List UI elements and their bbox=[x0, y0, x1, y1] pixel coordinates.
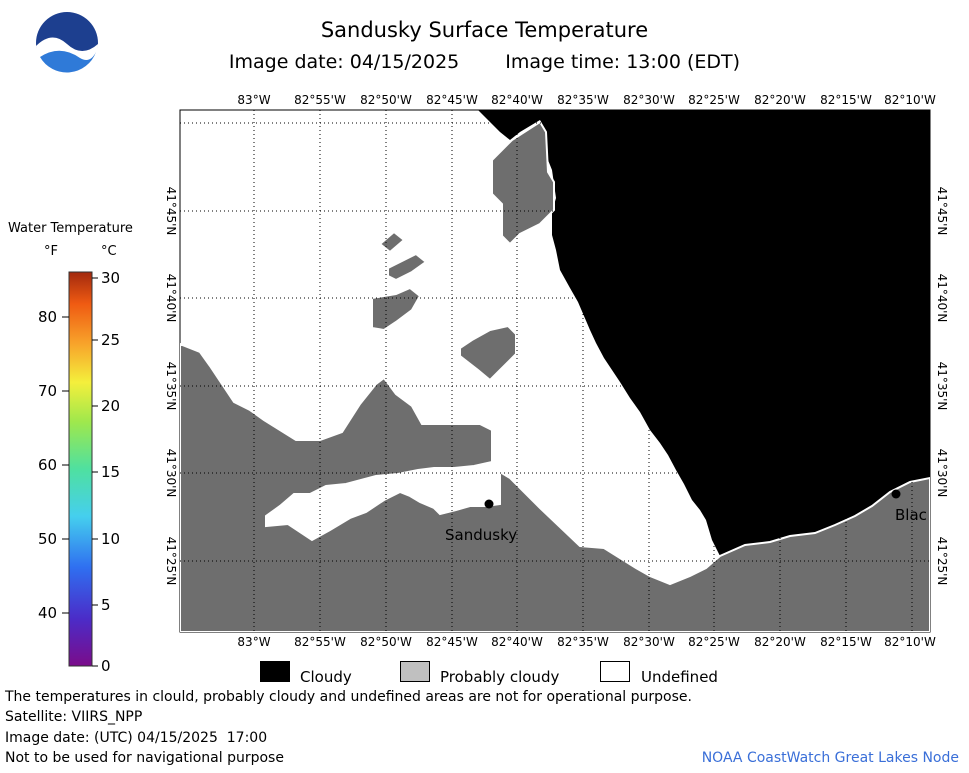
legend-label-probably-cloudy: Probably cloudy bbox=[440, 668, 560, 686]
footer-utc-date: Image date: (UTC) 04/15/2025 17:00 bbox=[5, 730, 268, 746]
colorbar-c-label: 0 bbox=[101, 657, 111, 675]
image-time: Image time: 13:00 (EDT) bbox=[505, 51, 741, 73]
footer-credit: NOAA CoastWatch Great Lakes Node bbox=[701, 750, 959, 766]
colorbar-c-label: 5 bbox=[101, 596, 111, 614]
legend-swatch-cloudy bbox=[260, 661, 290, 682]
lon-label-bottom: 83°W bbox=[237, 635, 271, 649]
lat-label-left: 41°35'N bbox=[164, 361, 178, 411]
colorbar bbox=[68, 271, 93, 667]
cloud-patch-north bbox=[491, 120, 555, 246]
colorbar-title: Water Temperature bbox=[8, 221, 133, 236]
lon-label-top: 82°35'W bbox=[557, 93, 609, 107]
legend-label-cloudy: Cloudy bbox=[300, 668, 352, 686]
lon-label-top: 82°25'W bbox=[688, 93, 740, 107]
blac-marker bbox=[891, 489, 901, 499]
colorbar-f-label: 80 bbox=[38, 308, 58, 326]
lat-label-left: 41°45'N bbox=[164, 186, 178, 236]
lat-label-left: 41°40'N bbox=[164, 273, 178, 323]
cloud-patch-small-2 bbox=[387, 252, 428, 282]
lon-label-bottom: 82°50'W bbox=[360, 635, 412, 649]
lon-label-bottom: 82°30'W bbox=[623, 635, 675, 649]
city-label-sandusky: Sandusky bbox=[445, 526, 518, 544]
colorbar-ticks bbox=[62, 277, 98, 667]
lat-label-right: 41°45'N bbox=[935, 186, 949, 236]
colorbar-c-label: 20 bbox=[101, 397, 121, 415]
footer-note: The temperatures in clould, probably clo… bbox=[5, 689, 692, 705]
image-datetime: Image date: 04/15/2025 Image time: 13:00… bbox=[0, 51, 969, 73]
lat-label-left: 41°30'N bbox=[164, 448, 178, 498]
footer-nav-warning: Not to be used for navigational purpose bbox=[5, 750, 284, 766]
lon-label-bottom: 82°25'W bbox=[688, 635, 740, 649]
unit-fahrenheit: °F bbox=[44, 244, 58, 259]
graticule bbox=[180, 110, 930, 632]
lon-label-top: 82°30'W bbox=[623, 93, 675, 107]
lat-label-right: 41°30'N bbox=[935, 448, 949, 498]
colorbar-f-label: 70 bbox=[38, 382, 58, 400]
colorbar-c-label: 30 bbox=[101, 269, 121, 287]
lon-label-bottom: 82°45'W bbox=[426, 635, 478, 649]
lon-label-bottom: 82°55'W bbox=[294, 635, 346, 649]
lat-label-left: 41°25'N bbox=[164, 536, 178, 586]
legend-swatch-probably-cloudy bbox=[400, 661, 430, 682]
unit-celsius: °C bbox=[101, 244, 117, 259]
lon-label-top: 82°10'W bbox=[884, 93, 936, 107]
lat-label-right: 41°35'N bbox=[935, 361, 949, 411]
lon-label-top: 82°15'W bbox=[820, 93, 872, 107]
legend-label-undefined: Undefined bbox=[641, 668, 718, 686]
legend-swatch-undefined bbox=[600, 661, 630, 682]
lon-label-bottom: 82°20'W bbox=[754, 635, 806, 649]
lon-label-bottom: 82°10'W bbox=[884, 635, 936, 649]
lon-label-top: 82°20'W bbox=[754, 93, 806, 107]
lon-label-bottom: 82°15'W bbox=[820, 635, 872, 649]
colorbar-f-label: 60 bbox=[38, 456, 58, 474]
lon-label-top: 83°W bbox=[237, 93, 271, 107]
colorbar-c-label: 15 bbox=[101, 463, 121, 481]
lon-label-top: 82°45'W bbox=[426, 93, 478, 107]
colorbar-f-label: 50 bbox=[38, 530, 58, 548]
footer-satellite: Satellite: VIIRS_NPP bbox=[5, 709, 143, 725]
lat-label-right: 41°40'N bbox=[935, 273, 949, 323]
cloudy-region bbox=[478, 110, 930, 556]
colorbar-f-label: 40 bbox=[38, 604, 58, 622]
land bbox=[180, 342, 930, 632]
lon-label-top: 82°55'W bbox=[294, 93, 346, 107]
cloud-patch-mid bbox=[459, 324, 517, 382]
lon-label-top: 82°40'W bbox=[491, 93, 543, 107]
lon-label-bottom: 82°40'W bbox=[491, 635, 543, 649]
colorbar-c-label: 10 bbox=[101, 530, 121, 548]
noaa-logo bbox=[36, 12, 99, 77]
sandusky-marker bbox=[484, 499, 494, 509]
city-label-blac: Blac bbox=[895, 506, 927, 524]
lat-label-right: 41°25'N bbox=[935, 536, 949, 586]
lon-label-bottom: 82°35'W bbox=[557, 635, 609, 649]
colorbar-c-label: 25 bbox=[101, 331, 121, 349]
page-title: Sandusky Surface Temperature bbox=[320, 18, 649, 42]
image-date: Image date: 04/15/2025 bbox=[228, 51, 460, 73]
lon-label-top: 82°50'W bbox=[360, 93, 412, 107]
